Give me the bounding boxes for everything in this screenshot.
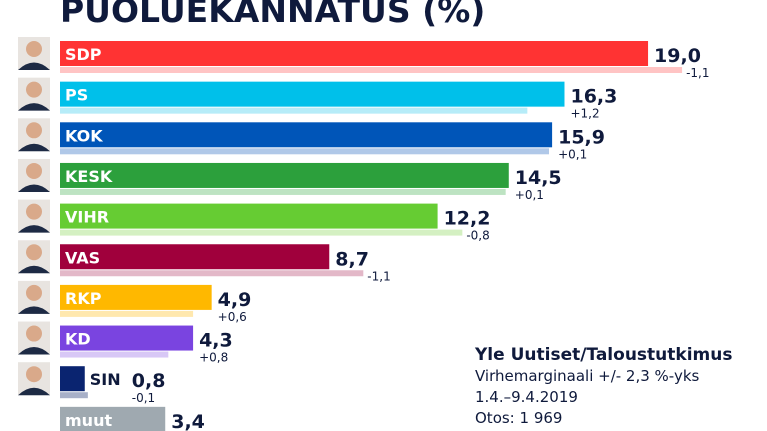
- avatar-face: [26, 325, 42, 342]
- value-label: 15,9: [558, 126, 605, 148]
- avatar-face: [26, 41, 42, 57]
- previous-bar: [60, 148, 550, 155]
- bar-vas: [60, 244, 330, 270]
- category-label: RKP: [65, 289, 102, 308]
- previous-bar: [60, 229, 463, 236]
- previous-bar: [60, 351, 169, 358]
- source-dates: 1.4.–9.4.2019: [475, 388, 578, 406]
- value-label: 12,2: [444, 208, 491, 230]
- change-label: -0,1: [132, 391, 155, 405]
- avatar-body: [18, 265, 50, 274]
- avatar-body: [18, 103, 50, 111]
- value-label: 0,8: [132, 370, 166, 392]
- bar-sdp: [60, 41, 649, 66]
- avatar-body: [18, 306, 50, 314]
- change-label: -1,1: [686, 66, 709, 80]
- value-label: 4,9: [218, 289, 252, 311]
- change-label: +0,1: [558, 147, 587, 161]
- previous-bar: [60, 310, 194, 317]
- source-name: Yle Uutiset/Taloustutkimus: [475, 345, 733, 365]
- category-label: SDP: [65, 45, 102, 64]
- avatar-body: [18, 387, 50, 396]
- change-label: -1,1: [367, 269, 390, 283]
- previous-bar: [60, 107, 528, 114]
- category-label: VIHR: [65, 208, 109, 227]
- source-box: Yle Uutiset/Taloustutkimus Virhemarginaa…: [475, 345, 732, 429]
- avatar-body: [18, 225, 50, 233]
- value-label: 19,0: [654, 45, 701, 67]
- avatar-face: [26, 366, 42, 383]
- bar-muut: [60, 406, 166, 431]
- chart-title: PUOLUEKANNATUS (%): [60, 0, 486, 30]
- category-label: SIN: [90, 370, 121, 389]
- category-label: KESK: [65, 167, 113, 186]
- category-label: muut: [65, 411, 112, 430]
- previous-bar: [60, 392, 88, 399]
- bar-kesk: [60, 162, 509, 188]
- category-label: VAS: [65, 248, 100, 267]
- previous-bar: [60, 270, 364, 277]
- bar-rkp: [60, 284, 212, 310]
- avatar-body: [18, 62, 50, 70]
- change-label: -0,8: [466, 229, 489, 243]
- previous-bar: [60, 67, 683, 73]
- category-label: KD: [65, 330, 91, 349]
- avatar-face: [26, 284, 42, 301]
- avatar-body: [18, 143, 50, 152]
- category-label: PS: [65, 86, 88, 105]
- bar-kok: [60, 122, 553, 148]
- category-label: KOK: [65, 126, 103, 145]
- change-label: +0,8: [199, 351, 228, 365]
- avatar-body: [18, 184, 50, 192]
- source-margin: Virhemarginaali +/- 2,3 %-yks: [475, 367, 700, 385]
- change-label: +0,6: [218, 310, 247, 324]
- avatar-body: [18, 347, 50, 355]
- change-label: +0,1: [515, 188, 544, 202]
- bar-ps: [60, 81, 565, 107]
- value-label: 14,5: [515, 167, 562, 189]
- source-sample: Otos: 1 969: [475, 409, 563, 427]
- value-label: 3,4: [171, 411, 205, 431]
- value-label: 4,3: [199, 330, 233, 352]
- bar-vihr: [60, 203, 438, 229]
- value-label: 16,3: [570, 86, 617, 108]
- avatar-face: [26, 81, 42, 98]
- previous-bar: [60, 188, 506, 195]
- avatar-face: [26, 162, 42, 179]
- bar-sin: [60, 366, 85, 392]
- avatar-face: [26, 122, 42, 139]
- bar-kd: [60, 325, 194, 351]
- value-label: 8,7: [335, 248, 369, 270]
- change-label: +1,2: [570, 107, 599, 121]
- avatar-face: [26, 203, 42, 220]
- avatar-face: [26, 244, 42, 261]
